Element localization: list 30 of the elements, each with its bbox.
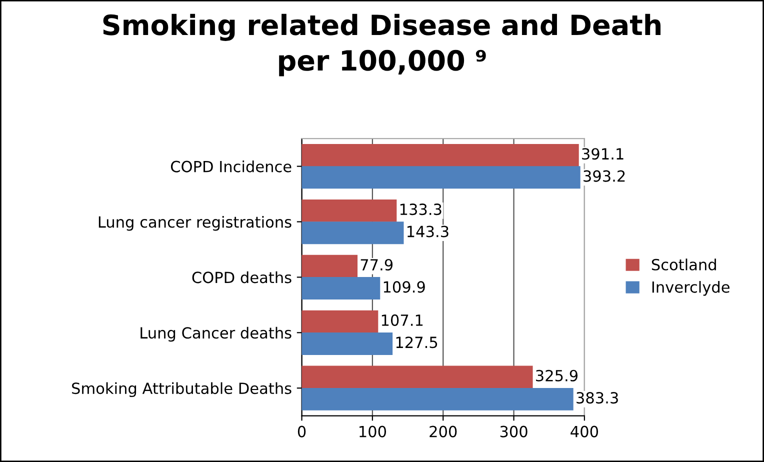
bar xyxy=(302,166,580,189)
legend-label: Scotland xyxy=(652,258,716,270)
data-label: 127.5 xyxy=(396,336,438,348)
bar xyxy=(302,366,533,388)
data-label: 109.9 xyxy=(384,281,425,293)
y-tick-label: COPD Incidence xyxy=(170,160,292,172)
x-tick-label: 300 xyxy=(500,426,528,438)
y-tick-label: Lung Cancer deaths xyxy=(140,326,292,342)
x-tick-label: 400 xyxy=(570,426,598,438)
data-label: 383.3 xyxy=(576,392,618,404)
bar xyxy=(302,222,404,244)
data-label: 143.3 xyxy=(408,226,448,238)
bar xyxy=(302,388,574,410)
x-tick-label: 0 xyxy=(298,426,306,438)
data-label: 77.9 xyxy=(360,258,393,271)
data-label: 393.2 xyxy=(584,170,625,182)
data-label: 391.1 xyxy=(582,148,624,160)
bar xyxy=(302,144,579,166)
x-tick-label: 200 xyxy=(430,426,457,438)
data-label: 107.1 xyxy=(382,314,423,326)
y-tick-label: COPD deaths xyxy=(192,271,292,284)
chart-title: Smoking related Disease and Death per 100,000 ⁹ xyxy=(103,14,660,76)
y-tick-label: Lung cancer registrations xyxy=(98,216,292,231)
bar xyxy=(302,199,397,222)
legend-label: Inverclyde xyxy=(652,281,730,296)
y-tick-label: Smoking Attributable Deaths xyxy=(72,382,292,398)
bar xyxy=(302,254,358,278)
x-tick-label: 100 xyxy=(360,426,386,438)
data-label: 325.9 xyxy=(536,370,578,382)
data-label: 133.3 xyxy=(400,204,442,216)
